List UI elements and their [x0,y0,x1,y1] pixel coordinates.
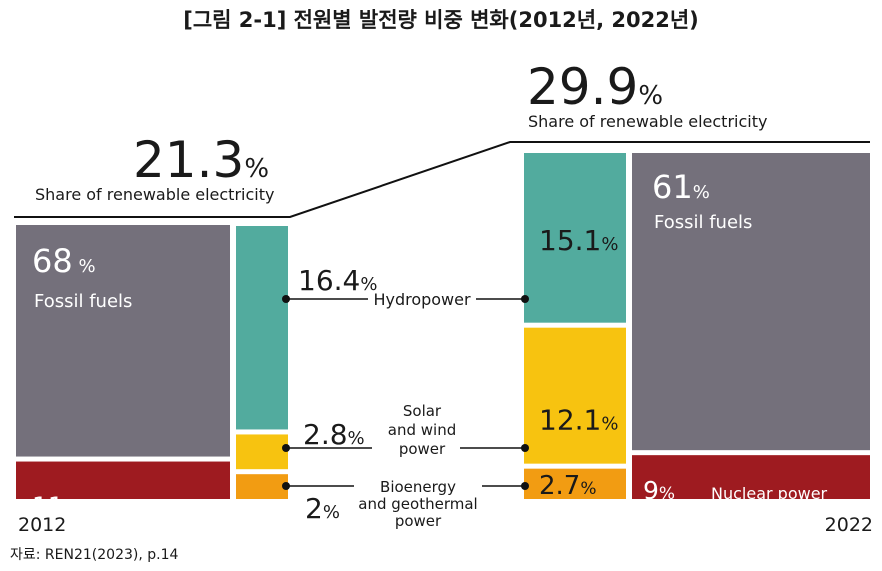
bio-bar-2012 [236,474,288,499]
renewable-share-label-2022: Share of renewable electricity [528,112,767,131]
hydro-bar-2012 [236,226,288,430]
source-note: 자료: REN21(2023), p.14 [10,547,179,563]
renewable-share-2022: 29.9% [527,58,663,116]
solar-center-label-1: and wind [388,421,456,439]
hydro-value-2012: 16.4% [298,264,377,297]
hydro-dot-left [282,295,290,303]
nuclear-label-2022: Nuclear power [711,484,828,503]
solar-bar-2012 [236,434,288,470]
nuclear-label-2012: 11% Nuclear power [32,492,202,521]
nuclear-bar-2022 [632,455,870,499]
solar-value-2012: 2.8% [303,418,365,451]
solar-dot-left [282,444,290,452]
bio-dot-right [521,482,529,490]
bio-value-2022: 2.7% [539,471,597,501]
fossil-bar-2012 [16,225,230,457]
fossil-bar-2022 [632,153,870,451]
hydro-value-2022: 15.1% [539,224,618,257]
solar-bar-2022 [524,327,626,464]
renewable-share-line [14,141,870,218]
fossil-label-2022: Fossil fuels [654,212,752,233]
hydro-bar-2022 [524,153,626,323]
bio-value-2012: 2% [305,492,340,525]
fossil-value-2022: 61% [652,168,710,206]
renewable-share-2012: 21.3% [133,131,269,189]
nuclear-bar-2012 [16,461,230,499]
year-label-2022: 2022 [825,514,873,536]
hydro-dot-right [521,295,529,303]
bio-center-label-1: and geothermal [358,495,477,513]
fossil-label-2012: Fossil fuels [34,291,132,312]
bio-dot-left [282,482,290,490]
nuclear-value-2022: 9% [643,476,675,505]
renewable-share-label-2012: Share of renewable electricity [35,185,274,204]
solar-dot-right [521,444,529,452]
solar-value-2022: 12.1% [539,403,618,436]
solar-center-label-0: Solar [403,402,442,420]
figure-title: [그림 2-1] 전원별 발전량 비중 변화(2012년, 2022년) [183,8,699,32]
fossil-value-2012: 68 % [32,242,96,280]
bio-center-label-0: Bioenergy [380,478,456,496]
bio-bar-2022 [524,468,626,499]
bio-center-label-2: power [395,512,442,530]
year-label-2012: 2012 [18,514,66,536]
hydro-center-label: Hydropower [373,290,471,309]
solar-center-label-2: power [399,440,446,458]
